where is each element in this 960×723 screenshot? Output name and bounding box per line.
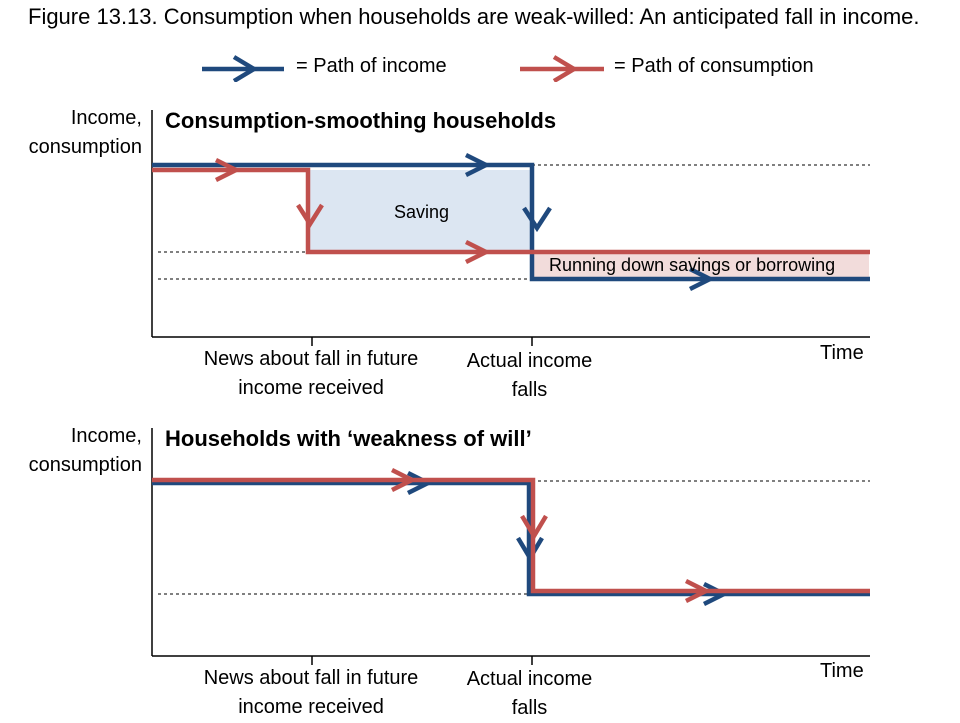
panel-consumption-smoothing: Income, consumption Consumption-smoothin…: [29, 104, 870, 403]
consumption-arrow-3: [464, 239, 492, 265]
income-arrow-1: [406, 470, 434, 496]
legend-consumption-arrow-icon: [520, 55, 604, 82]
x-axis-label: Time: [820, 660, 864, 682]
consumption-path: [152, 167, 870, 255]
x-axis-label: Time: [820, 342, 864, 364]
diagram-1: [151, 110, 870, 346]
tick-label-news-line2: income received: [238, 696, 384, 718]
income-arrow-1: [464, 152, 492, 178]
panel-title: Consumption-smoothing households: [165, 108, 557, 133]
income-arrow-2: [516, 536, 544, 563]
income-arrow-3: [688, 266, 716, 292]
tick-label-news-line1: News about fall in future: [203, 667, 419, 689]
y-axis-label-line2: consumption: [28, 454, 142, 476]
consumption-arrow-2: [520, 514, 548, 541]
income-arrow-2: [522, 206, 552, 233]
panel-title: Households with ‘weakness of will’: [165, 426, 532, 451]
tick-label-news: News about fall in future income receive…: [180, 664, 442, 722]
consumption-arrow-1: [214, 157, 242, 183]
consumption-path: [152, 477, 870, 594]
tick-label-news-line2: income received: [238, 377, 384, 399]
tick-label-actual-line2: falls: [511, 697, 548, 719]
income-path: [152, 480, 870, 597]
tick-label-news: News about fall in future income receive…: [180, 345, 442, 403]
legend-consumption-label: = Path of consumption: [614, 55, 814, 77]
figure-title: Figure 13.13. Consumption when household…: [28, 4, 920, 29]
legend-income-label: = Path of income: [296, 55, 447, 77]
consumption-arrow-3: [684, 578, 712, 604]
tick-label-actual-line1: Actual income: [466, 668, 593, 690]
tick-label-actual: Actual income falls: [442, 347, 617, 405]
legend: = Path of income = Path of consumption: [0, 52, 960, 82]
saving-label: Saving: [394, 202, 450, 222]
legend-income-arrow-icon: [202, 55, 284, 82]
saving-area: [310, 170, 532, 252]
dissaving-label: Running down savings or borrowing: [549, 255, 836, 275]
tick-label-actual: Actual income falls: [442, 665, 617, 723]
income-arrow-3: [702, 581, 730, 607]
consumption-arrow-2: [296, 203, 324, 229]
y-axis-label-line1: Income,: [70, 107, 142, 129]
y-axis-label-line2: consumption: [28, 136, 142, 158]
y-axis-label: Income, consumption: [29, 422, 142, 480]
tick-label-actual-line2: falls: [511, 379, 548, 401]
consumption-arrow-1: [390, 467, 418, 493]
tick-label-news-line1: News about fall in future: [203, 348, 419, 370]
tick-label-actual-line1: Actual income: [466, 350, 593, 372]
y-axis-label-line1: Income,: [70, 425, 142, 447]
y-axis-label: Income, consumption: [29, 104, 142, 162]
